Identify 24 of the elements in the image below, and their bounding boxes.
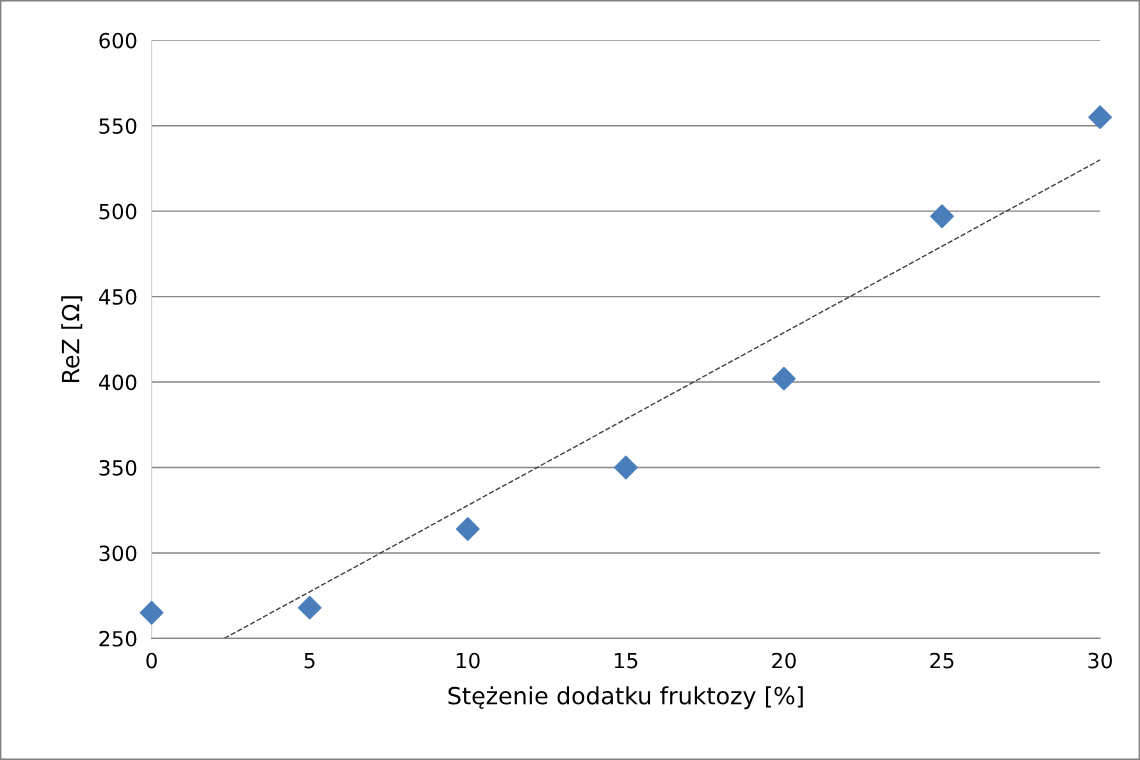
y-tick-label: 600 [99,32,137,49]
x-tick-label: 5 [304,652,315,669]
y-tick-label: 550 [99,118,137,134]
y-tick-label: 250 [99,630,137,647]
point [772,366,796,391]
x-tick-label: 10 [456,652,480,669]
x-axis-title: Stężenie dodatku fruktozy [%] [448,686,803,710]
point [613,455,638,480]
point [297,595,322,620]
y-tick-label: 450 [98,289,137,305]
y-axis-title: ReZ [Ω] [61,296,83,383]
x-tick-label: 25 [930,652,954,669]
x-tick-label: 0 [146,652,157,669]
point [1088,105,1112,130]
x-tick-label: 20 [772,652,796,669]
y-tick-label: 500 [99,203,137,220]
point [930,204,954,229]
x-tick-label: 15 [614,652,638,669]
y-tick-label: 300 [99,545,137,562]
point [139,600,164,625]
x-tick-label: 30 [1088,652,1112,669]
y-tick-label: 350 [99,459,137,476]
point [455,517,480,541]
y-tick-label: 400 [98,374,137,391]
